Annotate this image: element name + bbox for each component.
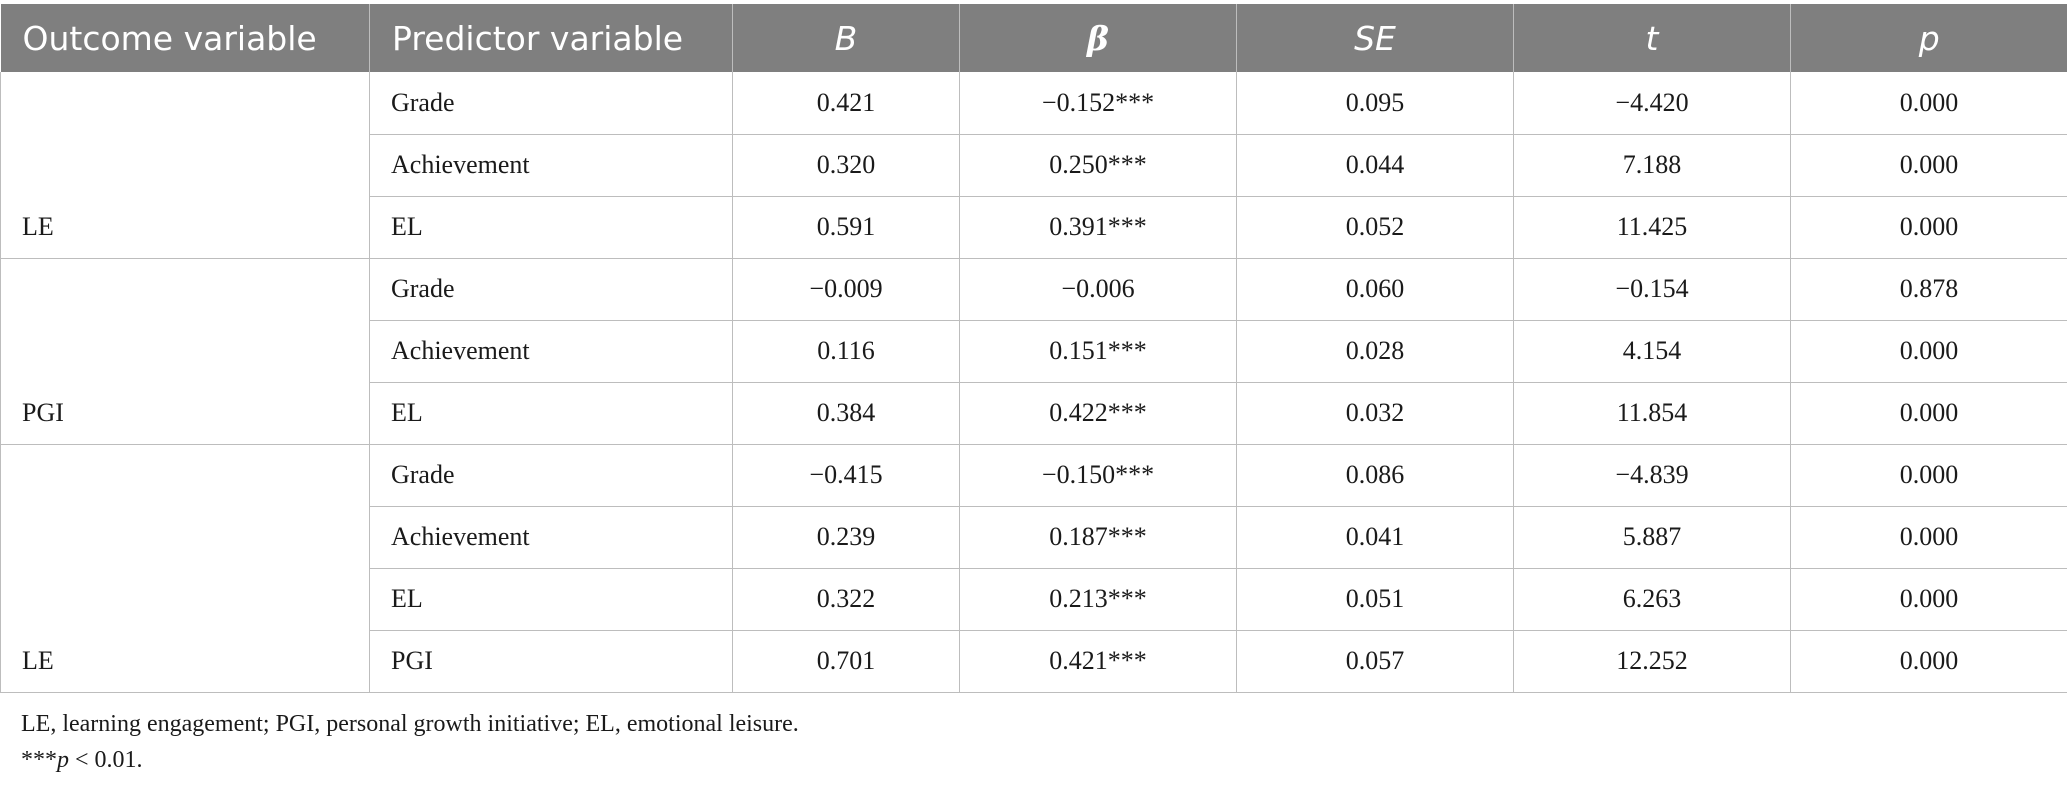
b-value-cell: 0.239: [732, 505, 960, 569]
predictor-variable-cell: EL: [369, 195, 733, 259]
b-value-cell: −0.009: [732, 257, 960, 321]
predictor-variable-cell: Grade: [369, 72, 733, 135]
b-value-cell: 0.701: [732, 629, 960, 693]
regression-table: Outcome variable Predictor variable B β …: [0, 4, 2067, 693]
predictor-variable-cell: EL: [369, 567, 733, 631]
p-value-cell: 0.000: [1790, 567, 2067, 631]
b-value-cell: −0.415: [732, 443, 960, 507]
regression-table-container: Outcome variable Predictor variable B β …: [0, 4, 2067, 693]
p-value-cell: 0.000: [1790, 381, 2067, 445]
table-row: Achievement 0.239 0.187*** 0.041 5.887 0.000: [1, 505, 2067, 569]
predictor-variable-cell: Achievement: [369, 319, 733, 383]
beta-value-cell: −0.150***: [959, 443, 1237, 507]
beta-value-cell: −0.006: [959, 257, 1237, 321]
outcome-variable-cell: LE: [0, 443, 370, 693]
b-value-cell: 0.384: [732, 381, 960, 445]
table-body: LE Grade 0.421 −0.152*** 0.095 −4.420 0.000 Ach…: [0, 72, 2067, 693]
t-value-cell: −0.154: [1513, 257, 1791, 321]
predictor-variable-cell: Grade: [369, 257, 733, 321]
header-outcome-variable: Outcome variable: [0, 4, 370, 72]
significance-note: ***p < 0.01.: [21, 742, 799, 778]
b-value-cell: 0.116: [732, 319, 960, 383]
beta-value-cell: −0.152***: [959, 72, 1237, 135]
header-row: Outcome variable Predictor variable B β …: [0, 4, 2067, 72]
p-value-cell: 0.000: [1790, 195, 2067, 259]
header-p: p: [1790, 4, 2067, 72]
t-value-cell: 11.854: [1513, 381, 1791, 445]
se-value-cell: 0.086: [1236, 443, 1514, 507]
beta-value-cell: 0.151***: [959, 319, 1237, 383]
table-row: EL 0.322 0.213*** 0.051 6.263 0.000: [1, 567, 2067, 631]
predictor-variable-cell: Achievement: [369, 133, 733, 197]
predictor-variable-cell: Achievement: [369, 505, 733, 569]
table-row: EL 0.384 0.422*** 0.032 11.854 0.000: [1, 381, 2067, 445]
b-value-cell: 0.320: [732, 133, 960, 197]
p-value-cell: 0.000: [1790, 629, 2067, 693]
t-value-cell: −4.420: [1513, 72, 1791, 135]
header-beta: β: [959, 4, 1237, 72]
se-value-cell: 0.041: [1236, 505, 1514, 569]
p-value-cell: 0.000: [1790, 133, 2067, 197]
se-value-cell: 0.060: [1236, 257, 1514, 321]
p-value-cell: 0.000: [1790, 505, 2067, 569]
significance-stars: ***: [21, 747, 57, 773]
significance-threshold: < 0.01.: [69, 747, 143, 773]
t-value-cell: 6.263: [1513, 567, 1791, 631]
beta-value-cell: 0.421***: [959, 629, 1237, 693]
header-t: t: [1513, 4, 1791, 72]
header-se: SE: [1236, 4, 1514, 72]
se-value-cell: 0.044: [1236, 133, 1514, 197]
beta-value-cell: 0.187***: [959, 505, 1237, 569]
beta-value-cell: 0.250***: [959, 133, 1237, 197]
p-value-cell: 0.000: [1790, 72, 2067, 135]
outcome-variable-cell: PGI: [0, 257, 370, 445]
t-value-cell: 12.252: [1513, 629, 1791, 693]
p-value-cell: 0.000: [1790, 319, 2067, 383]
header-predictor-variable: Predictor variable: [369, 4, 733, 72]
predictor-variable-cell: EL: [369, 381, 733, 445]
b-value-cell: 0.421: [732, 72, 960, 135]
t-value-cell: 11.425: [1513, 195, 1791, 259]
table-footnotes: LE, learning engagement; PGI, personal g…: [21, 706, 799, 778]
t-value-cell: −4.839: [1513, 443, 1791, 507]
predictor-variable-cell: PGI: [369, 629, 733, 693]
se-value-cell: 0.057: [1236, 629, 1514, 693]
se-value-cell: 0.052: [1236, 195, 1514, 259]
table-row: PGI 0.701 0.421*** 0.057 12.252 0.000: [1, 629, 2067, 693]
t-value-cell: 4.154: [1513, 319, 1791, 383]
se-value-cell: 0.028: [1236, 319, 1514, 383]
table-row: EL 0.591 0.391*** 0.052 11.425 0.000: [1, 195, 2067, 259]
b-value-cell: 0.591: [732, 195, 960, 259]
p-value-cell: 0.000: [1790, 443, 2067, 507]
beta-value-cell: 0.422***: [959, 381, 1237, 445]
table-row: PGI Grade −0.009 −0.006 0.060 −0.154 0.878: [0, 257, 2067, 445]
t-value-cell: 5.887: [1513, 505, 1791, 569]
abbreviation-note: LE, learning engagement; PGI, personal g…: [21, 711, 799, 737]
table-row: Achievement 0.116 0.151*** 0.028 4.154 0.000: [1, 319, 2067, 383]
beta-value-cell: 0.391***: [959, 195, 1237, 259]
b-value-cell: 0.322: [732, 567, 960, 631]
se-value-cell: 0.051: [1236, 567, 1514, 631]
p-value-cell: 0.878: [1790, 257, 2067, 321]
se-value-cell: 0.095: [1236, 72, 1514, 135]
beta-value-cell: 0.213***: [959, 567, 1237, 631]
predictor-variable-cell: Grade: [369, 443, 733, 507]
table-header: Outcome variable Predictor variable B β …: [0, 4, 2067, 72]
table-row: LE Grade −0.415 −0.150*** 0.086 −4.839 0.000: [0, 443, 2067, 693]
t-value-cell: 7.188: [1513, 133, 1791, 197]
significance-p-symbol: p: [57, 747, 69, 773]
outcome-variable-cell: LE: [0, 72, 370, 259]
table-row: LE Grade 0.421 −0.152*** 0.095 −4.420 0.000: [0, 72, 2067, 259]
se-value-cell: 0.032: [1236, 381, 1514, 445]
header-b: B: [732, 4, 960, 72]
